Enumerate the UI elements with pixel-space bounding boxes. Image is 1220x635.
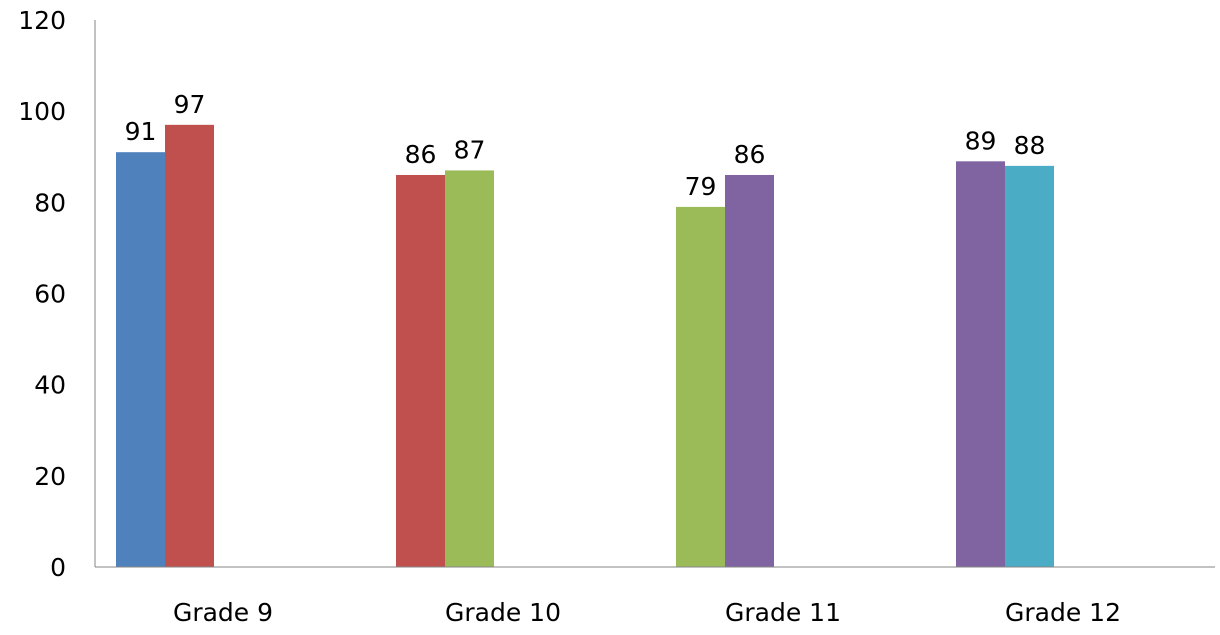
- bar-grade-11-0: [676, 206, 725, 567]
- bars-layer: [116, 124, 1054, 568]
- data-label: 86: [734, 140, 766, 169]
- axes-layer: Grade 9 Grade 10 Grade 11 Grade 12 0 20 40 60 80…: [18, 6, 1215, 627]
- bar-grade-9-0: [116, 152, 165, 568]
- data-label: 86: [405, 140, 437, 169]
- x-tick-label: Grade 10: [445, 598, 561, 627]
- data-label: 87: [454, 135, 486, 164]
- data-label: 89: [965, 126, 997, 155]
- y-tick-label: 120: [18, 6, 66, 35]
- data-label: 88: [1014, 131, 1046, 160]
- y-tick-label: 40: [34, 371, 66, 400]
- bar-grade-10-0: [396, 174, 445, 567]
- y-tick-label: 20: [34, 462, 66, 491]
- y-tick-label: 60: [34, 280, 66, 309]
- bar-grade-9-1: [165, 124, 214, 567]
- data-label: 79: [685, 172, 717, 201]
- x-tick-label: Grade 12: [1005, 598, 1121, 627]
- bar-grade-12-0: [956, 161, 1005, 567]
- x-tick-label: Grade 9: [173, 598, 273, 627]
- data-labels-layer: 91 97 86 87 79 86 89 88: [125, 90, 1046, 201]
- x-tick-label: Grade 11: [725, 598, 841, 627]
- bar-grade-10-1: [445, 170, 494, 568]
- bar-grade-12-1: [1005, 165, 1054, 567]
- data-label: 97: [174, 90, 206, 119]
- y-tick-label: 0: [50, 553, 66, 582]
- y-tick-label: 80: [34, 188, 66, 217]
- data-label: 91: [125, 117, 157, 146]
- bar-grade-11-1: [725, 174, 774, 567]
- y-tick-label: 100: [18, 97, 66, 126]
